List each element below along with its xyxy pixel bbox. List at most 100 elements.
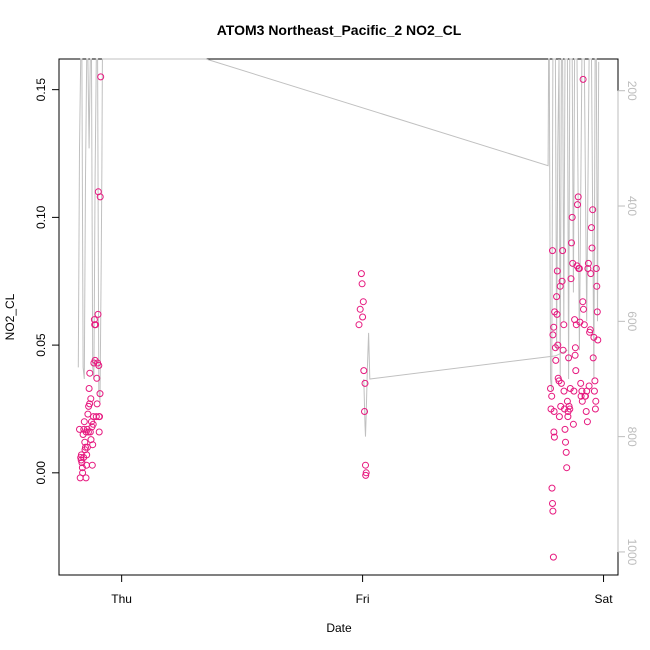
- data-point: [355, 321, 363, 329]
- y2-tick-label: 400: [625, 196, 639, 216]
- data-point: [579, 298, 587, 306]
- x-tick-label: Fri: [356, 592, 370, 606]
- data-point: [550, 428, 558, 436]
- data-point: [558, 277, 566, 285]
- y2-tick-label: 1000: [625, 539, 639, 566]
- data-point: [548, 392, 556, 400]
- data-point: [359, 298, 367, 306]
- data-point: [561, 425, 569, 433]
- data-point: [82, 443, 89, 451]
- data-point: [555, 413, 563, 421]
- x-tick-label: Thu: [111, 592, 132, 606]
- data-point: [96, 413, 103, 421]
- data-point: [76, 425, 83, 433]
- data-point: [577, 379, 585, 387]
- data-point: [579, 75, 587, 83]
- data-point: [357, 270, 365, 278]
- data-point: [552, 356, 560, 364]
- y-axis: 0.00 0.05 0.10 0.15: [34, 78, 60, 485]
- data-point: [554, 341, 562, 349]
- data-point: [79, 469, 87, 477]
- data-point: [571, 351, 579, 359]
- data-point: [94, 310, 102, 318]
- data-point: [591, 405, 599, 413]
- data-point: [582, 408, 590, 415]
- data-point: [90, 316, 98, 324]
- data-point: [592, 265, 600, 272]
- data-point: [560, 387, 568, 395]
- data-point: [95, 362, 103, 369]
- data-point: [80, 418, 88, 426]
- data-point: [93, 400, 101, 408]
- data-point: [550, 408, 558, 415]
- data-point: [553, 293, 561, 301]
- data-point: [566, 405, 574, 413]
- data-point: [92, 413, 100, 421]
- data-point: [557, 379, 565, 387]
- data-point: [362, 471, 370, 479]
- data-point: [87, 395, 95, 403]
- data-point: [594, 336, 602, 344]
- data-point: [593, 308, 601, 316]
- data-point: [559, 346, 567, 354]
- data-point: [83, 451, 91, 459]
- data-point: [553, 267, 561, 275]
- data-point: [560, 321, 568, 329]
- data-point: [585, 382, 593, 390]
- data-points: [76, 73, 602, 561]
- altitude-line-1: [363, 332, 568, 437]
- data-point: [568, 213, 576, 221]
- data-point: [549, 553, 557, 561]
- data-point: [578, 387, 586, 395]
- data-point: [571, 344, 579, 352]
- data-point: [96, 193, 104, 201]
- y-tick-label: 0.10: [34, 205, 48, 229]
- data-point: [361, 408, 368, 415]
- data-point: [85, 385, 93, 392]
- data-point: [547, 385, 554, 392]
- data-point: [574, 193, 582, 201]
- data-point: [586, 326, 594, 334]
- data-point: [362, 461, 369, 469]
- data-point: [584, 265, 592, 272]
- data-point: [362, 469, 370, 477]
- data-point: [590, 387, 598, 395]
- data-point: [548, 484, 556, 492]
- y2-tick-label: 200: [625, 81, 639, 101]
- y-tick-label: 0.05: [34, 333, 48, 357]
- y-tick-label: 0.15: [34, 78, 48, 102]
- data-point: [84, 428, 92, 436]
- y2-tick-label: 600: [625, 311, 639, 331]
- data-point: [580, 305, 587, 313]
- data-point: [588, 224, 595, 232]
- y2-tick-label: 800: [625, 427, 639, 447]
- data-point: [549, 331, 557, 339]
- data-point: [86, 400, 94, 408]
- data-point: [562, 448, 570, 456]
- data-point: [575, 265, 583, 272]
- data-point: [582, 392, 589, 400]
- data-point: [565, 354, 573, 362]
- data-point: [550, 323, 558, 331]
- data-point: [587, 270, 595, 278]
- data-point: [568, 239, 575, 247]
- data-point: [569, 420, 577, 428]
- y-axis-label: NO2_CL: [3, 293, 17, 340]
- data-point: [567, 275, 575, 283]
- data-point: [84, 410, 92, 418]
- data-point: [356, 305, 364, 313]
- x-tick-label: Sat: [595, 592, 614, 606]
- data-point: [95, 428, 103, 436]
- data-point: [86, 369, 94, 377]
- data-point: [553, 310, 561, 318]
- data-point: [564, 413, 572, 421]
- data-point: [92, 321, 100, 329]
- data-point: [577, 392, 585, 400]
- data-point: [589, 354, 597, 362]
- data-point: [572, 367, 580, 375]
- data-point: [549, 247, 556, 255]
- data-point: [93, 374, 101, 382]
- data-point: [361, 379, 369, 387]
- data-point: [589, 206, 597, 214]
- data-point: [583, 418, 591, 426]
